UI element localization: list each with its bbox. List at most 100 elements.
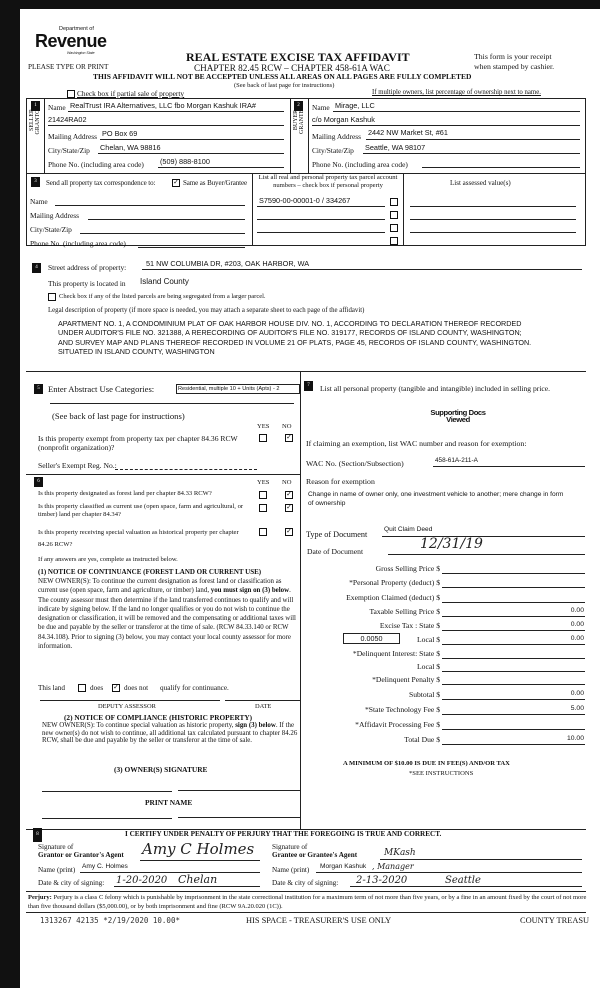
- assessed-value-1[interactable]: [410, 206, 576, 207]
- supporting-docs-stamp: Supporting Docs Viewed: [430, 408, 486, 424]
- parcel-2-personal-checkbox[interactable]: [390, 211, 398, 219]
- owner-signature-line[interactable]: [42, 791, 172, 792]
- exemption-reason-field[interactable]: Change in name of owner only, one invest…: [308, 491, 564, 507]
- amount-label: Taxable Selling Price $: [369, 607, 440, 616]
- owner-print-name-line[interactable]: [42, 818, 172, 819]
- scan-edge-top: [0, 0, 600, 9]
- local-tax-rate-field[interactable]: 0.0050: [343, 633, 400, 644]
- amount-line: [442, 602, 585, 603]
- parcel-3-personal-checkbox[interactable]: [390, 224, 398, 232]
- parcel-1-personal-checkbox[interactable]: [390, 198, 398, 206]
- partial-sale-checkbox[interactable]: [67, 90, 75, 98]
- notice-continuance-text: NEW OWNER(S): To continue the current de…: [38, 578, 296, 651]
- section-4-badge: 4: [32, 263, 41, 273]
- amount-value[interactable]: 10.00: [566, 735, 584, 742]
- legal-description[interactable]: APARTMENT NO. 1, A CONDOMINIUM PLAT OF O…: [58, 319, 532, 356]
- see-back-note: (See back of last page for instructions): [234, 82, 335, 89]
- seller-name-field[interactable]: RealTrust IRA Alternatives, LLC fbo Morg…: [70, 101, 256, 110]
- amount-label: *Personal Property (deduct) $: [349, 578, 440, 587]
- correspondence-city-field[interactable]: [80, 233, 245, 234]
- amount-label: Local $: [417, 635, 440, 644]
- amount-line: [442, 729, 585, 730]
- amount-line: [442, 630, 585, 631]
- dor-logo: Department of Revenue Washington State: [35, 26, 107, 55]
- amount-label: Subtotal $: [408, 690, 440, 699]
- county-field[interactable]: Island County: [140, 277, 189, 286]
- wac-number-field[interactable]: 458-61A-211-A: [435, 457, 478, 464]
- grantee-signing-date[interactable]: 2-13-2020: [356, 875, 408, 886]
- segregated-checkbox[interactable]: [48, 293, 56, 301]
- amount-value[interactable]: 0.00: [570, 635, 584, 642]
- amount-line: [442, 671, 585, 672]
- please-type-note: PLEASE TYPE OR PRINT: [28, 63, 109, 71]
- does-not-qualify-checkbox[interactable]: ✓: [112, 684, 120, 692]
- amount-line: [442, 744, 585, 745]
- same-as-buyer-checkbox[interactable]: ✓: [172, 179, 180, 187]
- amount-value[interactable]: 5.00: [570, 705, 584, 712]
- seller-city-state-zip[interactable]: Chelan, WA 98816: [100, 143, 161, 152]
- receipt-note-2: when stamped by cashier.: [474, 62, 555, 71]
- does-qualify-checkbox[interactable]: [78, 684, 86, 692]
- forest-no-checkbox[interactable]: ✓: [285, 491, 293, 499]
- buyer-city-state-zip[interactable]: Seattle, WA 98107: [365, 143, 426, 152]
- parties-box: [26, 98, 586, 246]
- amount-value[interactable]: 0.00: [570, 607, 584, 614]
- amount-value[interactable]: 0.00: [570, 621, 584, 628]
- amount-label: Gross Selling Price $: [375, 564, 440, 573]
- buyer-name-line2[interactable]: c/o Morgan Kashuk: [312, 115, 375, 124]
- grantee-title[interactable]: , Manager: [372, 862, 414, 871]
- historic-no-checkbox[interactable]: ✓: [285, 528, 293, 536]
- amount-line: [442, 658, 585, 659]
- grantor-print-name[interactable]: Amy C. Holmes: [82, 863, 128, 870]
- assessed-value-3[interactable]: [410, 232, 576, 233]
- amount-label: *Delinquent Penalty $: [372, 675, 440, 684]
- amount-value[interactable]: 0.00: [570, 690, 584, 697]
- correspondence-phone-field[interactable]: [138, 247, 245, 248]
- abstract-use-category-field[interactable]: Residential, multiple 10 + Units (Apts) …: [176, 384, 300, 394]
- parcel-number-1[interactable]: S7590-00-00001-0 / 334267: [259, 196, 351, 205]
- perjury-notice: Perjury: Perjury is a class C felony whi…: [28, 894, 587, 910]
- grantor-signing-date[interactable]: 1-20-2020: [116, 875, 168, 886]
- deputy-date-line[interactable]: [225, 700, 300, 701]
- correspondence-mailing-field[interactable]: [88, 219, 245, 220]
- seller-exempt-reg-field[interactable]: [115, 469, 257, 470]
- assessed-value-2[interactable]: [410, 219, 576, 220]
- section-7-badge: 7: [304, 381, 313, 391]
- cashier-receipt-stamp: 1313267 42135 *2/19/2020 10.00*: [40, 916, 180, 925]
- grantee-signing-city[interactable]: Seattle: [445, 875, 481, 886]
- seller-phone[interactable]: (509) 888-8100: [160, 157, 210, 166]
- parcels-header: List all real and personal property tax …: [258, 174, 398, 189]
- document-type-field[interactable]: Quit Claim Deed: [384, 526, 433, 533]
- section-3-badge: 3: [31, 177, 40, 187]
- grantor-signing-city[interactable]: Chelan: [178, 873, 218, 886]
- partial-sale-label: Check box if partial sale of property: [77, 89, 185, 98]
- buyer-grantee-label: BUYER GRANTEE: [293, 106, 305, 134]
- amount-line: [442, 699, 585, 700]
- section-2-badge: 2: [294, 101, 303, 111]
- current-use-yes-checkbox[interactable]: [259, 504, 267, 512]
- exempt-yes-checkbox[interactable]: [259, 434, 267, 442]
- seller-mailing-address[interactable]: PO Box 69: [102, 129, 138, 138]
- buyer-name-field[interactable]: Mirage, LLC: [335, 101, 375, 110]
- current-use-no-checkbox[interactable]: ✓: [285, 504, 293, 512]
- seller-name-line2[interactable]: 21424RA02: [48, 115, 87, 124]
- document-date-field[interactable]: 12/31/19: [420, 536, 483, 552]
- amount-label: *Affidavit Processing Fee $: [355, 720, 440, 729]
- street-address-field[interactable]: 51 NW COLUMBIA DR, #203, OAK HARBOR, WA: [146, 259, 310, 268]
- historic-yes-checkbox[interactable]: [259, 528, 267, 536]
- forest-yes-checkbox[interactable]: [259, 491, 267, 499]
- form-title: REAL ESTATE EXCISE TAX AFFIDAVIT: [186, 50, 410, 64]
- deputy-assessor-signature-line[interactable]: [40, 700, 220, 701]
- section-6-badge: 6: [34, 477, 43, 487]
- parcel-4-personal-checkbox[interactable]: [390, 237, 398, 245]
- grantor-signature[interactable]: Amy C Holmes: [142, 840, 255, 858]
- assessed-value-4[interactable]: [410, 245, 576, 246]
- amount-line: [442, 616, 585, 617]
- form-warning: THIS AFFIDAVIT WILL NOT BE ACCEPTED UNLE…: [93, 72, 472, 81]
- amount-label: Total Due $: [404, 735, 440, 744]
- correspondence-name-field[interactable]: [55, 205, 245, 206]
- exempt-no-checkbox[interactable]: ✓: [285, 434, 293, 442]
- grantee-signature[interactable]: MKash: [384, 848, 416, 858]
- buyer-mailing-address[interactable]: 2442 NW Market St, #61: [368, 128, 448, 137]
- grantee-print-name[interactable]: Morgan Kashuk: [320, 863, 367, 870]
